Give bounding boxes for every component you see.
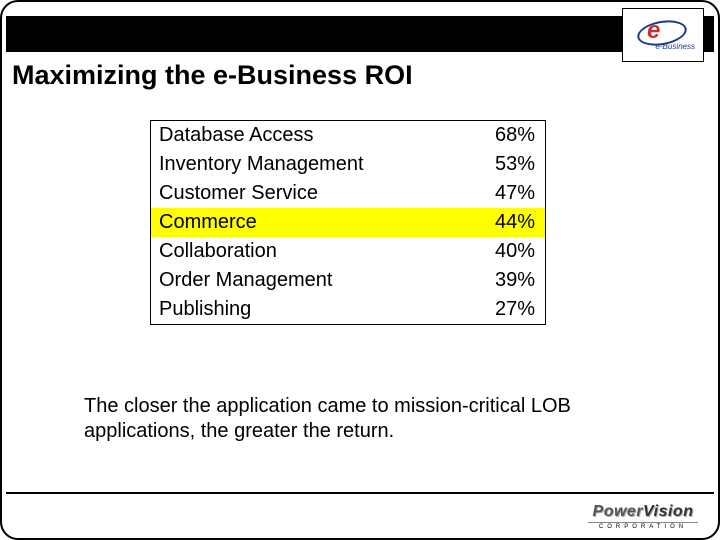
roi-value: 27%	[481, 295, 545, 324]
logo-sublabel: e-Business	[655, 42, 695, 51]
roi-value: 44%	[481, 208, 545, 237]
roi-label: Collaboration	[151, 237, 481, 266]
roi-value: 40%	[481, 237, 545, 266]
roi-value: 53%	[481, 150, 545, 179]
table-row: Customer Service 47%	[151, 179, 545, 208]
table-row: Collaboration 40%	[151, 237, 545, 266]
logo-letter: e	[647, 17, 660, 45]
logo-word-power: Power	[593, 503, 644, 520]
powervision-wordmark: PowerVision	[588, 503, 698, 521]
table-row: Inventory Management 53%	[151, 150, 545, 179]
roi-label: Database Access	[151, 121, 481, 150]
table-row-highlighted: Commerce 44%	[151, 208, 545, 237]
table-row: Order Management 39%	[151, 266, 545, 295]
roi-table: Database Access 68% Inventory Management…	[150, 120, 546, 325]
roi-value: 39%	[481, 266, 545, 295]
slide-caption: The closer the application came to missi…	[84, 394, 638, 444]
roi-value: 47%	[481, 179, 545, 208]
table-row: Database Access 68%	[151, 121, 545, 150]
roi-label: Publishing	[151, 295, 481, 324]
powervision-logo: PowerVision CORPORATION	[588, 503, 698, 530]
logo-corporation-label: CORPORATION	[588, 522, 698, 530]
logo-word-vision: Vision	[643, 503, 693, 520]
slide-frame: e e-Business Maximizing the e-Business R…	[0, 0, 720, 540]
roi-label: Order Management	[151, 266, 481, 295]
header-bar	[6, 16, 714, 52]
footer-divider	[6, 492, 714, 494]
roi-label: Inventory Management	[151, 150, 481, 179]
roi-value: 68%	[481, 121, 545, 150]
slide-title: Maximizing the e-Business ROI	[12, 60, 413, 91]
roi-label: Commerce	[151, 208, 481, 237]
ebusiness-logo-graphic: e e-Business	[633, 15, 693, 55]
ebusiness-logo: e e-Business	[622, 8, 704, 62]
roi-label: Customer Service	[151, 179, 481, 208]
table-row: Publishing 27%	[151, 295, 545, 324]
